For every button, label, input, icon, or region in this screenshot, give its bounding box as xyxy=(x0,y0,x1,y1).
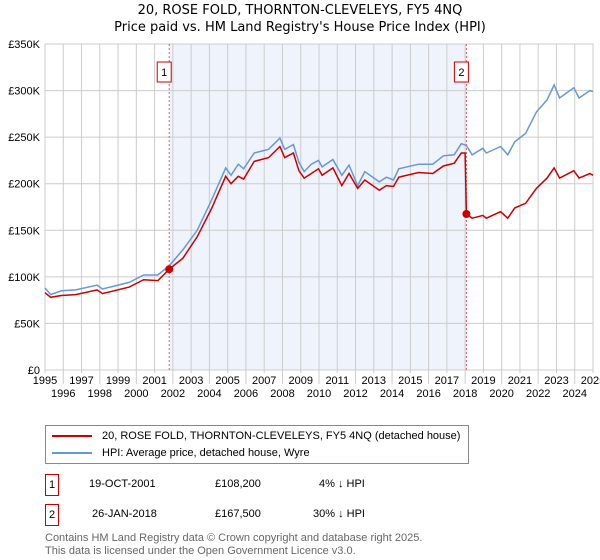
x-tick-label: 2000 xyxy=(124,388,148,400)
x-tick-label: 2021 xyxy=(508,375,532,387)
legend-label-property: 20, ROSE FOLD, THORNTON-CLEVELEYS, FY5 4… xyxy=(102,430,461,442)
x-tick-label: 2004 xyxy=(197,388,221,400)
x-tick-label: 1998 xyxy=(88,388,112,400)
footer: Contains HM Land Registry data © Crown c… xyxy=(45,532,422,558)
x-tick-label: 2012 xyxy=(343,388,367,400)
x-tick-label: 2014 xyxy=(380,388,404,400)
x-tick-label: 2025 xyxy=(581,375,600,387)
x-tick-label: 2005 xyxy=(215,375,239,387)
footer-licence: This data is licensed under the Open Gov… xyxy=(45,545,356,557)
x-tick-label: 1997 xyxy=(69,375,93,387)
x-tick-label: 2016 xyxy=(416,388,440,400)
legend-swatch-blue xyxy=(52,452,92,454)
chart-title: 20, ROSE FOLD, THORNTON-CLEVELEYS, FY5 4… xyxy=(137,3,463,18)
x-tick-label: 2018 xyxy=(453,388,477,400)
transaction-marker: 2 xyxy=(45,504,59,526)
plot-frame xyxy=(44,43,594,371)
x-tick-label: 2017 xyxy=(435,375,459,387)
transaction-hpi-diff: 4% ↓ HPI xyxy=(319,478,365,490)
transaction-date: 19-OCT-2001 xyxy=(89,478,156,490)
legend-item-hpi: HPI: Average price, detached house, Wyre xyxy=(52,445,310,461)
property-price-line xyxy=(44,145,594,299)
x-tick-label: 2003 xyxy=(179,375,203,387)
x-tick-label: 2009 xyxy=(288,375,312,387)
transaction-price: £108,200 xyxy=(215,478,261,490)
x-tick-label: 2008 xyxy=(270,388,294,400)
x-tick-label: 1996 xyxy=(51,388,75,400)
y-tick-label: £50K xyxy=(14,318,40,330)
footer-copyright: Contains HM Land Registry data © Crown c… xyxy=(45,532,423,544)
transaction-row: 1 19-OCT-2001 £108,200 4% ↓ HPI xyxy=(45,474,465,496)
x-tick-label: 1995 xyxy=(33,375,57,387)
sale-point xyxy=(462,209,471,218)
x-tick-label: 2002 xyxy=(161,388,185,400)
chart-subtitle: Price paid vs. HM Land Registry's House … xyxy=(114,20,486,35)
y-tick-label: £200K xyxy=(8,179,40,191)
y-tick-label: £300K xyxy=(8,86,40,98)
x-tick-label: 2022 xyxy=(526,388,550,400)
legend: 20, ROSE FOLD, THORNTON-CLEVELEYS, FY5 4… xyxy=(45,425,469,464)
sale-point xyxy=(165,265,174,274)
shaded-ownership-period xyxy=(169,44,467,370)
x-tick-label: 2020 xyxy=(489,388,513,400)
x-tick-label: 2023 xyxy=(544,375,568,387)
transaction-date: 26-JAN-2018 xyxy=(92,508,157,520)
legend-label-hpi: HPI: Average price, detached house, Wyre xyxy=(102,447,310,459)
transaction-marker: 1 xyxy=(45,474,59,496)
chart-svg: 1995199619971998199920002001200220032004… xyxy=(8,39,600,400)
transaction-row: 2 26-JAN-2018 £167,500 30% ↓ HPI xyxy=(45,504,465,526)
y-tick-label: £150K xyxy=(8,225,40,237)
x-tick-label: 2019 xyxy=(471,375,495,387)
transaction-hpi-diff: 30% ↓ HPI xyxy=(313,508,365,520)
sale-label: 1 xyxy=(161,67,167,79)
x-tick-label: 2001 xyxy=(142,375,166,387)
x-tick-label: 2007 xyxy=(252,375,276,387)
x-tick-label: 2024 xyxy=(562,388,586,400)
sale-label: 2 xyxy=(458,67,464,79)
hpi-line xyxy=(44,83,594,296)
x-tick-label: 1999 xyxy=(106,375,130,387)
x-tick-label: 2015 xyxy=(398,375,422,387)
sale-label-box xyxy=(453,61,469,83)
legend-swatch-red xyxy=(52,435,92,437)
y-tick-label: £0 xyxy=(28,365,40,377)
x-tick-label: 2013 xyxy=(362,375,386,387)
x-tick-label: 2011 xyxy=(325,375,349,387)
x-tick-label: 2010 xyxy=(307,388,331,400)
y-tick-label: £250K xyxy=(8,132,40,144)
transaction-price: £167,500 xyxy=(215,508,261,520)
legend-item-property: 20, ROSE FOLD, THORNTON-CLEVELEYS, FY5 4… xyxy=(52,428,460,444)
sale-label-box xyxy=(156,61,172,83)
y-tick-label: £350K xyxy=(8,39,40,51)
y-tick-label: £100K xyxy=(8,272,40,284)
x-tick-label: 2006 xyxy=(234,388,258,400)
